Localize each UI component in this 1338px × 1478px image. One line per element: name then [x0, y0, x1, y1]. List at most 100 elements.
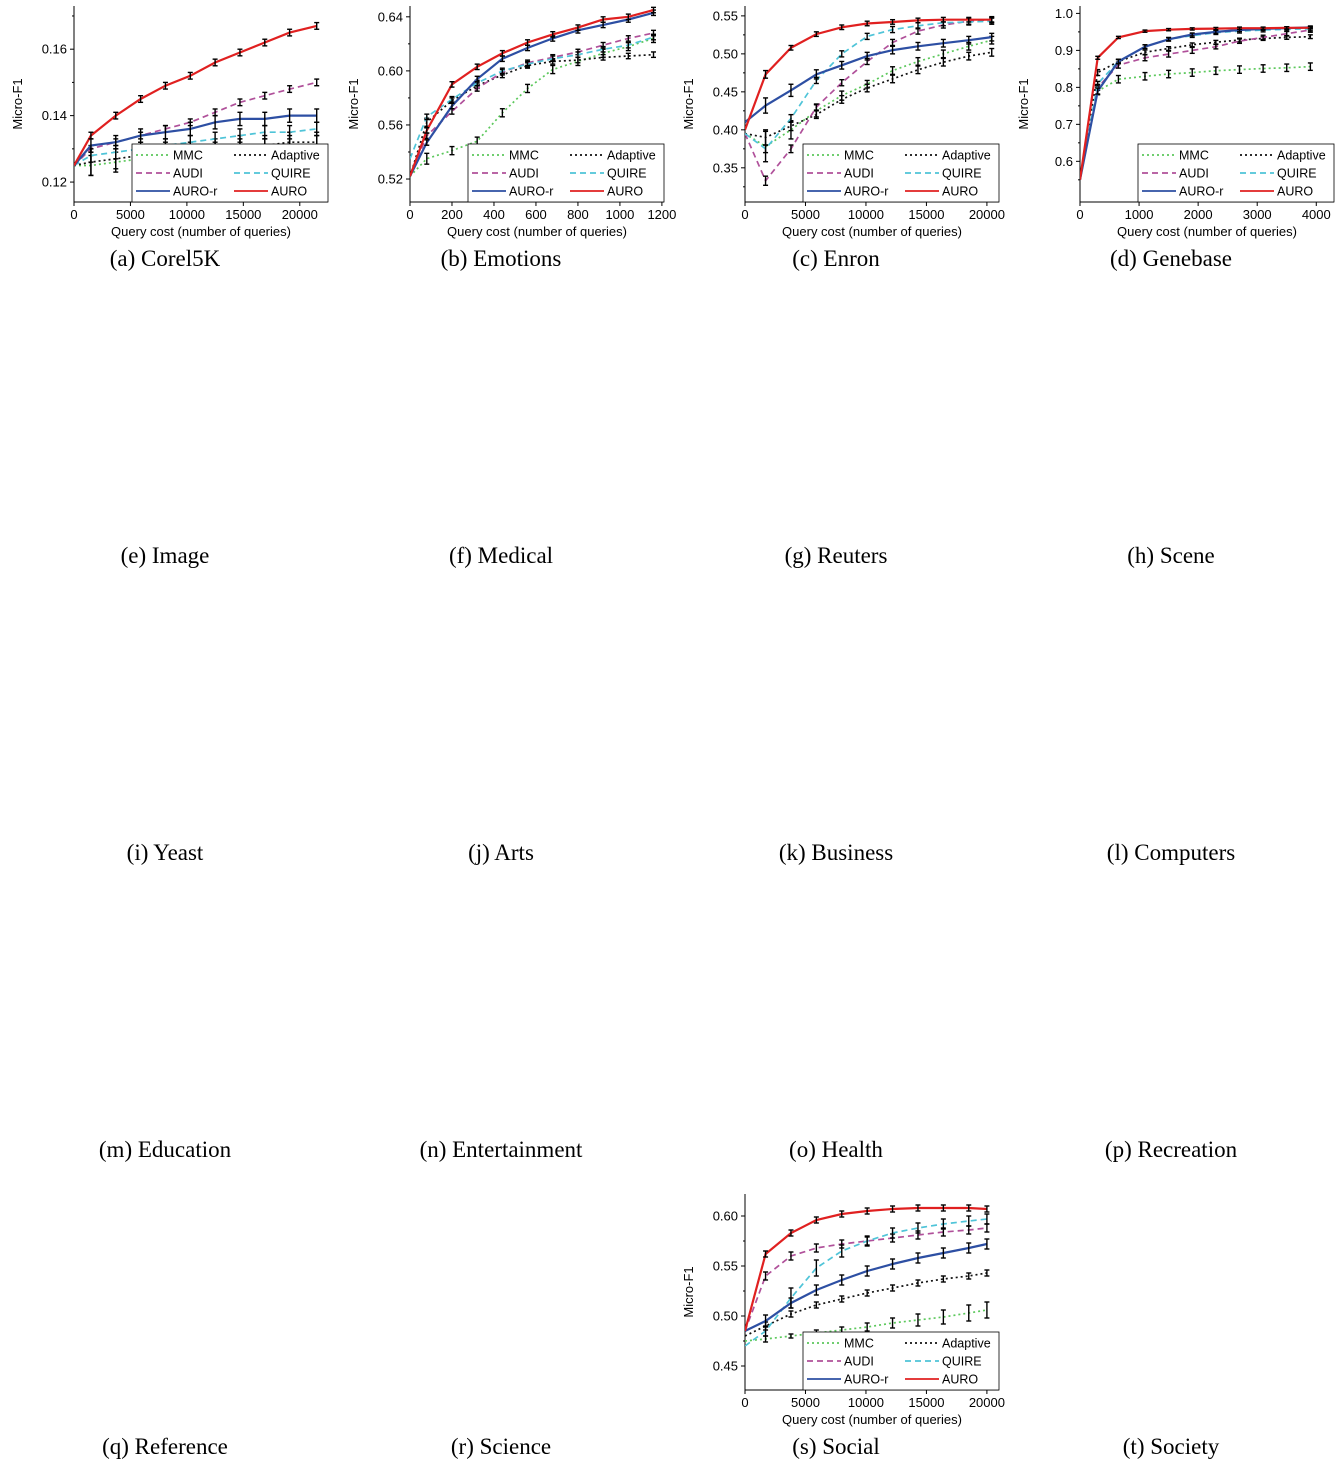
subfigure-caption: (n) Entertainment — [419, 1137, 583, 1162]
legend-label: AURO-r — [509, 185, 553, 199]
subfigure-panel: (n) Entertainment — [336, 891, 666, 1181]
legend-label: AURO-r — [844, 185, 888, 199]
x-tick-label: 20000 — [969, 207, 1005, 222]
y-axis-label: Micro-F1 — [681, 1266, 696, 1317]
subfigure-panel: (q) Reference — [0, 1188, 330, 1478]
line-chart: 0 5000 10000 15000 20000 0.12 0.14 0.16 Query co… — [10, 6, 329, 239]
legend-label: AURO — [607, 185, 643, 199]
y-tick-label: 0.64 — [378, 9, 403, 24]
legend-label: AURO — [271, 185, 307, 199]
legend-label: AURO — [1277, 185, 1313, 199]
subfigure-panel: (p) Recreation — [1006, 891, 1336, 1181]
legend-label: Adaptive — [271, 149, 320, 163]
y-axis-label: Micro-F1 — [346, 78, 361, 129]
subfigure-caption: (d) Genebase — [1110, 246, 1232, 271]
legend-label: AUDI — [509, 167, 539, 181]
y-tick-label: 0.55 — [713, 1259, 738, 1274]
legend-label: QUIRE — [1277, 167, 1317, 181]
subfigure-caption: (c) Enron — [792, 246, 880, 271]
subfigure-panel: (k) Business — [671, 594, 1001, 884]
y-tick-label: 0.45 — [713, 1359, 738, 1374]
subfigure-panel: (j) Arts — [336, 594, 666, 884]
x-axis-label: Query cost (number of queries) — [1117, 224, 1297, 239]
x-tick-label: 20000 — [282, 207, 318, 222]
line-chart: 0 5000 10000 15000 20000 0.45 0.50 0.55 0.60 Quer… — [681, 1194, 1005, 1427]
x-tick-label: 0 — [406, 207, 413, 222]
subfigure-caption: (o) Health — [789, 1137, 883, 1162]
subfigure-panel: (o) Health — [671, 891, 1001, 1181]
subfigure-caption: (e) Image — [120, 543, 210, 568]
legend-label: Adaptive — [942, 1337, 991, 1351]
legend-box — [467, 143, 665, 203]
subfigure-caption: (j) Arts — [468, 840, 534, 865]
series-line-quire — [410, 36, 654, 160]
x-tick-label: 1200 — [647, 207, 676, 222]
subfigure-caption: (b) Emotions — [440, 246, 562, 271]
subfigure-caption: (r) Science — [450, 1434, 552, 1459]
y-tick-label: 0.7 — [1055, 117, 1073, 132]
y-tick-label: 0.56 — [378, 117, 403, 132]
subfigure-caption: (q) Reference — [102, 1434, 228, 1459]
y-axis-label: Micro-F1 — [1016, 78, 1031, 129]
line-chart: 0 1000 2000 3000 4000 0.6 0.7 0.8 0.9 1.0 Query co… — [1016, 6, 1335, 239]
series-group — [1080, 25, 1313, 181]
x-tick-label: 5000 — [791, 207, 820, 222]
subfigure-panel: (a) Corel5K 0 5000 10000 15000 20000 0.12 0.14 0… — [0, 0, 330, 290]
x-tick-label: 0 — [1076, 207, 1083, 222]
series-group — [745, 15, 995, 186]
y-tick-label: 0.52 — [378, 172, 403, 187]
subfigure-panel: (g) Reuters — [671, 297, 1001, 587]
series-line-audi — [745, 1227, 987, 1332]
legend-label: AURO — [942, 185, 978, 199]
subfigure-panel: (i) Yeast — [0, 594, 330, 884]
legend-label: AURO-r — [1179, 185, 1223, 199]
x-tick-label: 800 — [567, 207, 589, 222]
x-axis-label: Query cost (number of queries) — [782, 224, 962, 239]
series-line-auro — [745, 1206, 987, 1332]
legend-label: AURO — [942, 1373, 978, 1387]
y-tick-label: 0.16 — [42, 42, 67, 57]
x-axis-label: Query cost (number of queries) — [447, 224, 627, 239]
legend-box — [1137, 143, 1335, 203]
legend-label: AUDI — [173, 167, 203, 181]
subfigure-caption: (l) Computers — [1106, 840, 1236, 865]
series-line-mmc — [1080, 65, 1311, 180]
y-tick-label: 0.35 — [713, 160, 738, 175]
legend-box — [131, 143, 329, 203]
series-line-quire — [745, 20, 992, 150]
legend-box — [802, 1331, 1000, 1391]
y-tick-label: 0.12 — [42, 175, 67, 190]
y-tick-label: 0.55 — [713, 8, 738, 23]
subfigure-caption: (m) Education — [98, 1137, 232, 1162]
y-tick-label: 0.60 — [713, 1209, 738, 1224]
subfigure-caption: (k) Business — [778, 840, 894, 865]
x-tick-label: 1000 — [1125, 207, 1154, 222]
subfigure-caption: (t) Society — [1122, 1434, 1220, 1459]
x-tick-label: 400 — [483, 207, 505, 222]
line-chart: 0 200 400 600 800 1000 1200 0.52 0.56 0.60 0.64 Que… — [346, 6, 676, 239]
subfigure-panel: (l) Computers — [1006, 594, 1336, 884]
legend-label: QUIRE — [271, 167, 311, 181]
subfigure-caption: (s) Social — [792, 1434, 880, 1459]
x-tick-label: 15000 — [908, 207, 944, 222]
x-tick-label: 600 — [525, 207, 547, 222]
legend-label: AURO-r — [173, 185, 217, 199]
subfigure-caption: (f) Medical — [448, 543, 554, 568]
x-tick-label: 2000 — [1184, 207, 1213, 222]
subfigure-caption: (i) Yeast — [126, 840, 204, 865]
x-tick-label: 15000 — [225, 207, 261, 222]
legend-label: MMC — [509, 149, 539, 163]
series-group — [410, 6, 657, 177]
legend-label: MMC — [173, 149, 203, 163]
subfigure-caption: (p) Recreation — [1104, 1137, 1238, 1162]
subfigure-panel: (e) Image — [0, 297, 330, 587]
series-group — [745, 1204, 990, 1347]
x-tick-label: 200 — [441, 207, 463, 222]
subfigure-panel: (b) Emotions 0 200 400 600 800 1000 1200 0.52 0.5… — [336, 0, 676, 290]
series-line-audi — [745, 18, 992, 183]
legend-label: QUIRE — [942, 167, 982, 181]
x-tick-label: 0 — [741, 1395, 748, 1410]
subfigure-panel: (h) Scene — [1006, 297, 1336, 587]
legend-label: AUDI — [1179, 167, 1209, 181]
subfigure-panel: (c) Enron 0 5000 10000 15000 20000 0.35 0.40 0.4… — [671, 0, 1005, 290]
